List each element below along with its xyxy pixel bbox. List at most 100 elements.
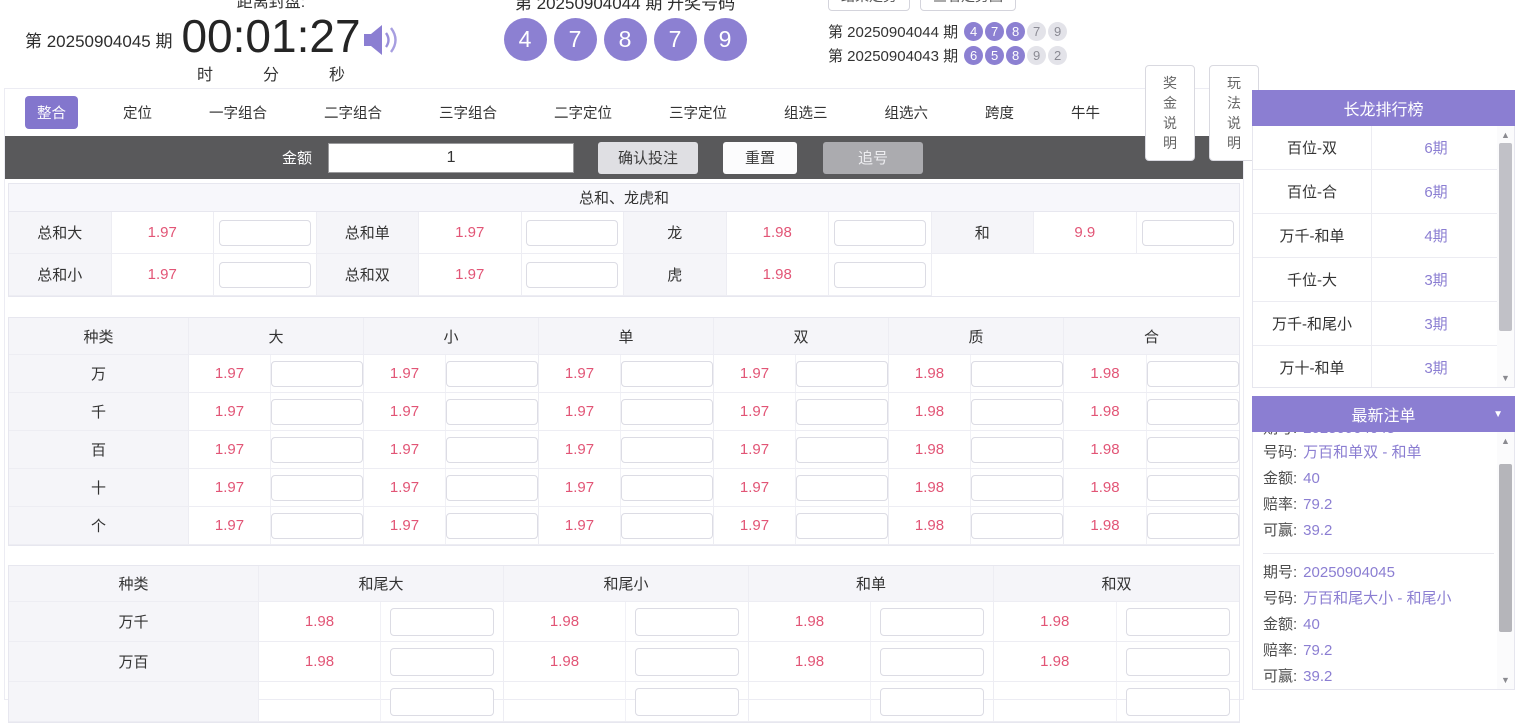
tab-zuxuan-liu[interactable]: 组选六: [884, 106, 929, 122]
bet-input[interactable]: [271, 360, 363, 387]
bet-input[interactable]: [796, 512, 888, 539]
bet-input[interactable]: [271, 474, 363, 501]
history-ball: 4: [964, 21, 984, 41]
bet-input[interactable]: [390, 607, 494, 636]
scroll-up-icon[interactable]: ▲: [1501, 436, 1510, 446]
list-item[interactable]: 百位-合 6期: [1253, 170, 1514, 214]
confirm-bet-button[interactable]: 确认投注: [598, 141, 699, 174]
tab-erzi-zuhe[interactable]: 二字组合: [324, 106, 382, 122]
history-ball: 6: [964, 45, 984, 65]
bet-input[interactable]: [971, 398, 1063, 425]
bet-input[interactable]: [446, 474, 538, 501]
bet-input[interactable]: [271, 398, 363, 425]
bet-input[interactable]: [621, 512, 713, 539]
bet-input[interactable]: [526, 261, 619, 288]
bet-input[interactable]: [390, 687, 494, 716]
bet-input[interactable]: [880, 607, 984, 636]
bet-input[interactable]: [218, 219, 311, 246]
bet-input[interactable]: [880, 687, 984, 716]
bet-input[interactable]: [1147, 474, 1239, 501]
bet-input[interactable]: [621, 398, 713, 425]
bet-input[interactable]: [1125, 687, 1230, 716]
speaker-icon[interactable]: [362, 21, 402, 59]
list-item[interactable]: 万千-和尾小 3期: [1253, 302, 1514, 346]
tab-sanzi-dingwei[interactable]: 三字定位: [669, 106, 727, 122]
list-item[interactable]: 万十-和单 3期: [1253, 346, 1514, 387]
bet-input[interactable]: [635, 647, 739, 676]
scrollbar[interactable]: ▲ ▼: [1497, 432, 1514, 689]
bet-input[interactable]: [796, 360, 888, 387]
bet-input[interactable]: [446, 436, 538, 463]
odds-value: [749, 682, 871, 721]
list-item[interactable]: 千位-大 3期: [1253, 258, 1514, 302]
bet-input[interactable]: [833, 219, 926, 246]
bet-input[interactable]: [635, 687, 739, 716]
bet-input[interactable]: [833, 261, 926, 288]
bet-input[interactable]: [621, 360, 713, 387]
history-period: 第 20250904044 期: [828, 23, 959, 41]
bet-input[interactable]: [971, 474, 1063, 501]
chevron-down-icon[interactable]: ▼: [1493, 409, 1503, 420]
amount-input[interactable]: [328, 142, 575, 173]
bet-input[interactable]: [446, 398, 538, 425]
bet-input[interactable]: [796, 398, 888, 425]
list-item[interactable]: 万千-和单 4期: [1253, 214, 1514, 258]
tab-dingwei[interactable]: 定位: [123, 106, 152, 122]
bet-input[interactable]: [880, 647, 984, 676]
odds-value: 1.97: [189, 355, 271, 392]
bet-input[interactable]: [446, 360, 538, 387]
bet-input[interactable]: [526, 219, 619, 246]
right-sidebar: 长龙排行榜 百位-双 6期 百位-合 6期 万千-和单 4期 千位-大 3期 万…: [1252, 88, 1515, 690]
reset-button[interactable]: 重置: [723, 141, 798, 174]
bet-input[interactable]: [390, 647, 494, 676]
list-item[interactable]: 百位-双 6期: [1253, 126, 1514, 170]
scroll-down-icon[interactable]: ▼: [1501, 373, 1510, 383]
bet-option-label: 总和双: [316, 254, 419, 296]
bet-input[interactable]: [271, 512, 363, 539]
bet-input[interactable]: [1147, 398, 1239, 425]
position-bet-table: 种类 大 小 单 双 质 合 万 1.97 1.97 1.97 1.97 1.9…: [8, 317, 1240, 546]
tab-sanzi-zuhe[interactable]: 三字组合: [439, 106, 497, 122]
bet-input[interactable]: [1125, 647, 1230, 676]
odds-value: 1.98: [1064, 507, 1147, 544]
history-row: 第 20250904043 期 6 5 8 9 2: [828, 45, 1069, 65]
bet-input[interactable]: [971, 360, 1063, 387]
bet-input[interactable]: [1141, 219, 1234, 246]
tab-kuadu[interactable]: 跨度: [985, 106, 1014, 122]
dragon-name: 万千-和单: [1253, 214, 1372, 257]
odds-value: 1.97: [714, 355, 796, 392]
tab-zuxuan-san[interactable]: 组选三: [784, 106, 828, 122]
result-trend-button[interactable]: 结果走势: [828, 0, 910, 11]
bet-input[interactable]: [635, 607, 739, 636]
bet-input[interactable]: [971, 436, 1063, 463]
bet-input[interactable]: [1147, 360, 1239, 387]
bet-input[interactable]: [446, 512, 538, 539]
prize-help-button[interactable]: 奖金说明: [1145, 64, 1195, 161]
bet-input[interactable]: [1125, 607, 1230, 636]
bet-input[interactable]: [796, 436, 888, 463]
bet-input[interactable]: [1147, 512, 1239, 539]
odds-value: 1.98: [994, 602, 1117, 641]
bet-input[interactable]: [621, 436, 713, 463]
scroll-down-icon[interactable]: ▼: [1501, 675, 1510, 685]
bet-input[interactable]: [971, 512, 1063, 539]
bet-input[interactable]: [1147, 436, 1239, 463]
scrollbar-thumb[interactable]: [1499, 464, 1512, 632]
bet-input[interactable]: [271, 436, 363, 463]
bet-input[interactable]: [796, 474, 888, 501]
scrollbar[interactable]: ▲ ▼: [1497, 126, 1514, 387]
tab-niuniu[interactable]: 牛牛: [1071, 106, 1100, 122]
odds-value: 1.97: [189, 393, 271, 430]
row-label: 个: [9, 507, 189, 545]
bet-input[interactable]: [621, 474, 713, 501]
chase-number-button[interactable]: 追号: [823, 141, 924, 174]
tab-yizi-zuhe[interactable]: 一字组合: [209, 106, 267, 122]
odds-value: 1.98: [726, 254, 829, 296]
scrollbar-thumb[interactable]: [1499, 143, 1512, 331]
scroll-up-icon[interactable]: ▲: [1501, 130, 1510, 140]
view-trend-chart-button[interactable]: 查看走势图: [920, 0, 1016, 11]
tab-zhenghe[interactable]: 整合: [25, 96, 78, 129]
odds-value: 1.98: [259, 642, 381, 681]
tab-erzi-dingwei[interactable]: 二字定位: [554, 106, 612, 122]
bet-input[interactable]: [218, 261, 311, 288]
